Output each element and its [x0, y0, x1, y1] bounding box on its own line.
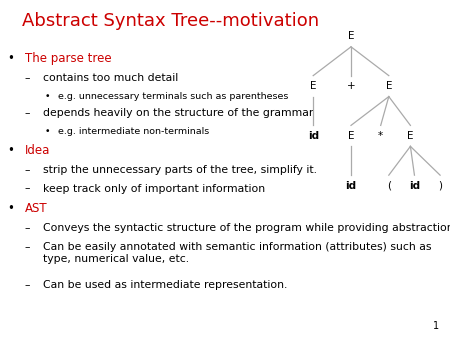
- Text: contains too much detail: contains too much detail: [43, 73, 178, 83]
- Text: •: •: [45, 92, 50, 101]
- Text: id: id: [308, 131, 319, 141]
- Text: •: •: [8, 52, 14, 65]
- Text: +: +: [346, 81, 356, 91]
- Text: strip the unnecessary parts of the tree, simplify it.: strip the unnecessary parts of the tree,…: [43, 165, 317, 175]
- Text: Can be easily annotated with semantic information (attributes) such as
type, num: Can be easily annotated with semantic in…: [43, 242, 431, 264]
- Text: AST: AST: [25, 202, 47, 215]
- Text: keep track only of important information: keep track only of important information: [43, 184, 265, 194]
- Text: *: *: [378, 131, 383, 141]
- Text: (: (: [387, 180, 391, 191]
- Text: depends heavily on the structure of the grammar: depends heavily on the structure of the …: [43, 108, 313, 119]
- Text: The parse tree: The parse tree: [25, 52, 112, 65]
- Text: –: –: [25, 280, 30, 290]
- Text: E: E: [310, 81, 316, 91]
- Text: Can be used as intermediate representation.: Can be used as intermediate representati…: [43, 280, 287, 290]
- Text: –: –: [25, 108, 30, 119]
- Text: –: –: [25, 242, 30, 252]
- Text: Abstract Syntax Tree--motivation: Abstract Syntax Tree--motivation: [22, 12, 319, 30]
- Text: •: •: [8, 202, 14, 215]
- Text: E: E: [386, 81, 392, 91]
- Text: –: –: [25, 73, 30, 83]
- Text: –: –: [25, 184, 30, 194]
- Text: –: –: [25, 165, 30, 175]
- Text: 1: 1: [432, 321, 439, 331]
- Text: Conveys the syntactic structure of the program while providing abstraction.: Conveys the syntactic structure of the p…: [43, 223, 450, 234]
- Text: –: –: [25, 223, 30, 234]
- Text: •: •: [45, 127, 50, 137]
- Text: id: id: [346, 180, 356, 191]
- Text: E: E: [348, 131, 354, 141]
- Text: E: E: [407, 131, 414, 141]
- Text: E: E: [348, 31, 354, 41]
- Text: Idea: Idea: [25, 144, 50, 156]
- Text: •: •: [8, 144, 14, 156]
- Text: e.g. intermediate non-terminals: e.g. intermediate non-terminals: [58, 127, 210, 137]
- Text: e.g. unnecessary terminals such as parentheses: e.g. unnecessary terminals such as paren…: [58, 92, 289, 101]
- Text: ): ): [438, 180, 442, 191]
- Text: id: id: [409, 180, 420, 191]
